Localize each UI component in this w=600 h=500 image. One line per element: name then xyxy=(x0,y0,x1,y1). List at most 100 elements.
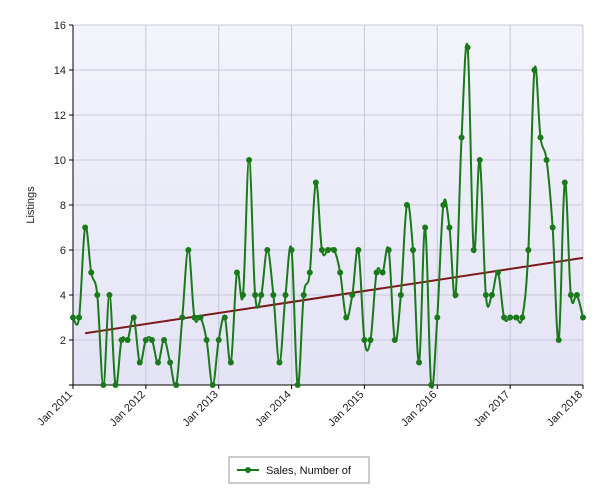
sales-data-point xyxy=(422,224,429,231)
sales-data-point xyxy=(203,337,210,343)
sales-data-point xyxy=(215,337,222,343)
sales-data-point xyxy=(246,157,253,163)
sales-data-point xyxy=(343,314,350,321)
sales-data-point xyxy=(567,292,574,298)
sales-data-point xyxy=(525,247,532,253)
sales-data-point xyxy=(361,337,368,343)
sales-data-point xyxy=(161,337,168,343)
sales-data-point xyxy=(148,337,155,343)
sales-data-point xyxy=(397,292,404,298)
sales-data-point xyxy=(543,157,550,163)
sales-data-point xyxy=(118,337,125,343)
sales-data-point xyxy=(142,337,149,343)
sales-data-point xyxy=(258,292,265,298)
sales-data-point xyxy=(112,382,119,388)
sales-data-point xyxy=(185,247,192,253)
sales-data-point xyxy=(179,314,186,321)
sales-data-point xyxy=(76,314,83,321)
x-tick-label: Jan 2017 xyxy=(472,389,512,429)
sales-data-point xyxy=(476,157,483,163)
sales-data-point xyxy=(264,247,271,253)
sales-data-point xyxy=(391,337,398,343)
x-tick-label: Jan 2014 xyxy=(253,389,293,429)
sales-data-point xyxy=(507,314,514,321)
legend: Sales, Number of xyxy=(228,456,370,484)
sales-data-point xyxy=(580,314,586,321)
sales-data-point xyxy=(349,292,356,298)
sales-data-point xyxy=(488,292,495,298)
sales-data-point xyxy=(549,224,556,231)
sales-data-point xyxy=(501,314,508,321)
sales-data-point xyxy=(300,292,307,298)
x-tick-label: Jan 2013 xyxy=(180,389,220,429)
legend-marker-swatch xyxy=(245,467,251,473)
sales-data-point xyxy=(270,292,277,298)
series-layer xyxy=(70,43,586,389)
sales-data-point xyxy=(276,359,283,366)
sales-data-point xyxy=(513,314,520,321)
y-tick-label: 10 xyxy=(54,155,66,167)
axes xyxy=(69,24,584,389)
sales-data-point xyxy=(331,247,338,253)
y-tick-label: 12 xyxy=(54,110,66,122)
sales-data-point xyxy=(373,269,380,276)
sales-data-point xyxy=(197,314,204,321)
sales-data-point xyxy=(464,44,471,51)
sales-data-point xyxy=(495,269,501,276)
sales-data-point xyxy=(233,269,240,276)
x-tick-label: Jan 2011 xyxy=(35,389,75,429)
legend-label: Sales, Number of xyxy=(266,465,352,477)
sales-data-point xyxy=(88,269,95,276)
sales-data-point xyxy=(410,247,416,253)
sales-data-point xyxy=(428,382,435,388)
sales-data-point xyxy=(318,247,325,253)
y-tick-label: 16 xyxy=(54,20,66,32)
sales-data-point xyxy=(385,247,392,253)
sales-data-point xyxy=(155,359,161,366)
sales-data-point xyxy=(227,359,234,366)
sales-data-point xyxy=(440,202,447,208)
y-axis-title: Listings xyxy=(25,186,37,224)
sales-data-point xyxy=(379,269,386,276)
sales-data-point xyxy=(531,67,538,73)
sales-data-point xyxy=(240,292,246,298)
y-tick-labels: 2 4 6 8 10 12 14 16 xyxy=(54,20,66,347)
x-tick-label: Jan 2016 xyxy=(399,389,439,429)
sales-data-point xyxy=(124,337,131,343)
sales-data-point xyxy=(82,224,89,231)
sales-data-point xyxy=(106,292,113,298)
sales-data-point xyxy=(561,179,568,186)
sales-data-point xyxy=(482,292,489,298)
sales-data-point xyxy=(167,359,174,366)
y-tick-label: 6 xyxy=(60,245,66,257)
sales-data-point xyxy=(294,382,301,388)
sales-data-point xyxy=(282,292,289,298)
sales-data-point xyxy=(94,292,101,298)
sales-data-point xyxy=(70,314,76,321)
sales-data-point xyxy=(555,337,562,343)
sales-data-point xyxy=(136,359,143,366)
sales-data-point xyxy=(452,292,459,298)
sales-data-point xyxy=(573,292,580,298)
y-tick-label: 4 xyxy=(60,290,66,302)
sales-data-point xyxy=(434,314,441,321)
sales-data-point xyxy=(416,359,423,366)
x-tick-label: Jan 2012 xyxy=(107,389,147,429)
sales-data-point xyxy=(221,314,228,321)
sales-data-point xyxy=(312,179,319,186)
sales-data-point xyxy=(325,247,331,253)
x-tick-label: Jan 2015 xyxy=(326,389,366,429)
sales-data-point xyxy=(130,314,137,321)
sales-data-point xyxy=(403,202,410,208)
sales-data-point xyxy=(100,382,107,388)
sales-data-point xyxy=(355,247,362,253)
sales-data-point xyxy=(288,247,295,253)
sales-data-point xyxy=(470,247,477,253)
sales-data-point xyxy=(209,382,216,388)
x-tick-label: Jan 2018 xyxy=(545,389,585,429)
sales-data-point xyxy=(519,314,526,321)
y-tick-label: 14 xyxy=(54,65,66,77)
y-tick-label: 2 xyxy=(60,335,66,347)
